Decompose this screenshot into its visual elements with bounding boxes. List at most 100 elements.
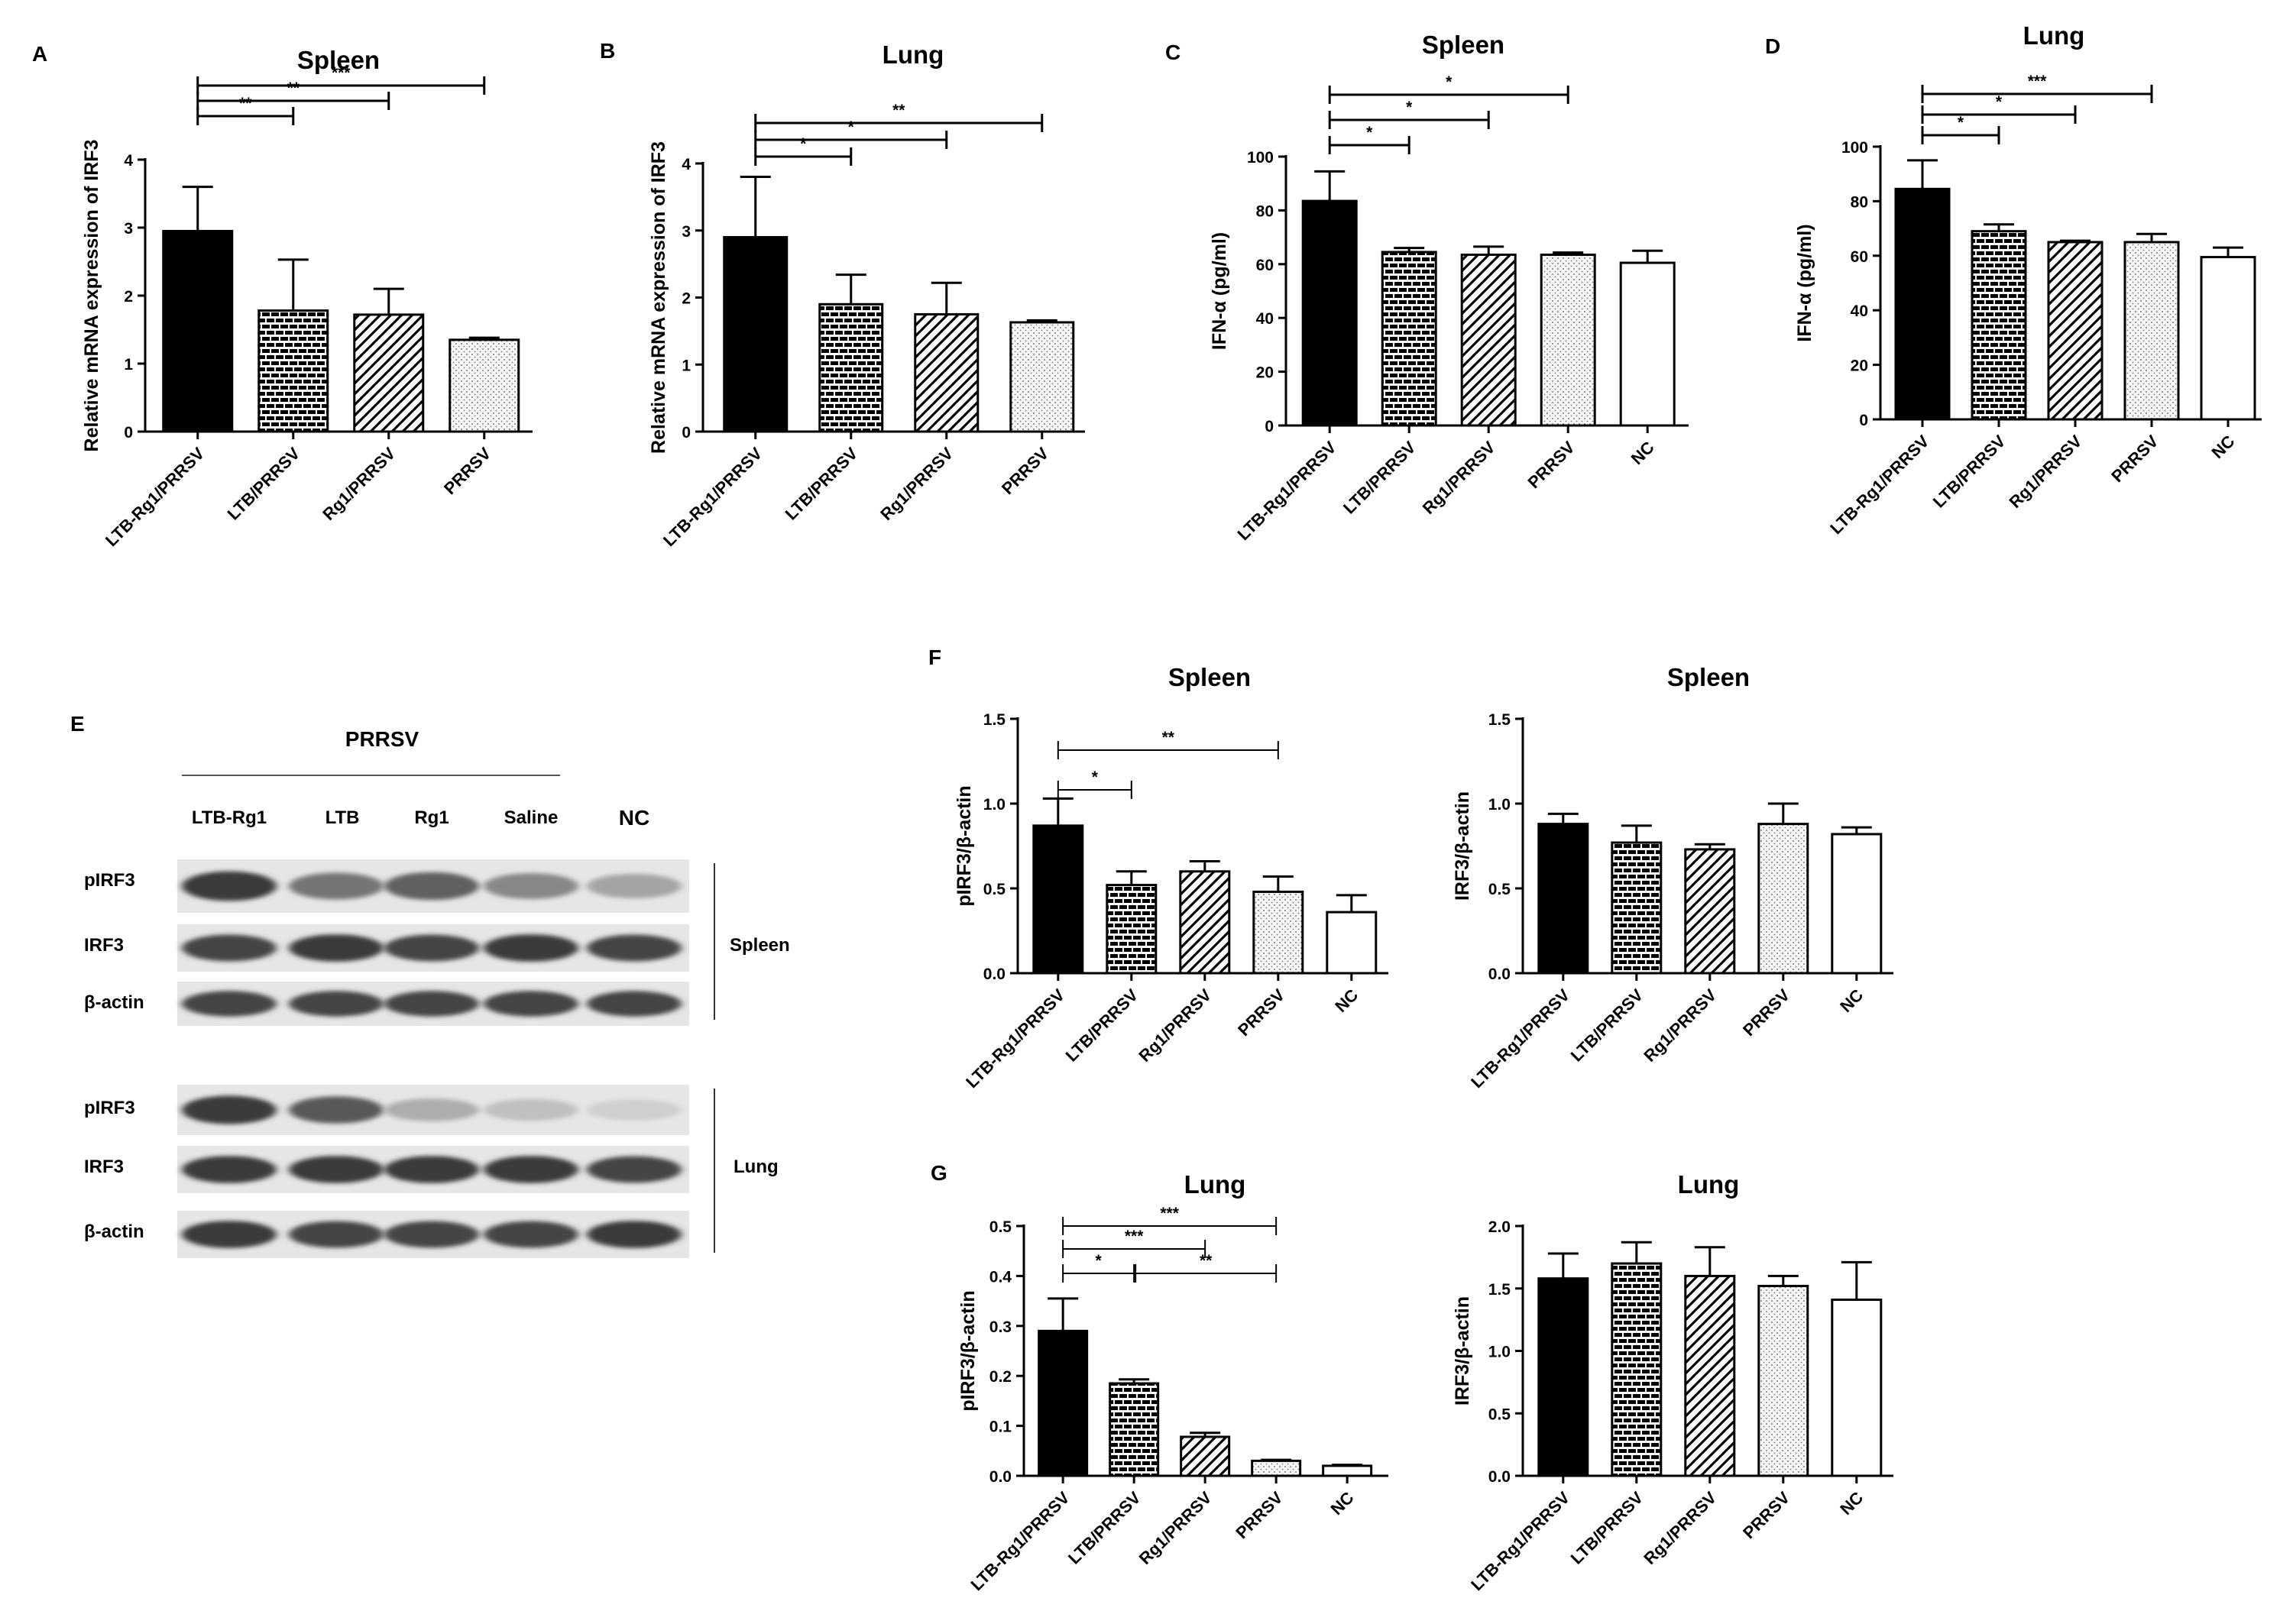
x-tick-label: NC: [1836, 985, 1867, 1016]
y-tick-label: 0: [124, 424, 133, 442]
panel-label-d: D: [1765, 34, 1780, 58]
blot-band: [484, 991, 578, 1017]
blot-band: [182, 934, 277, 962]
panel-label-g: G: [931, 1161, 947, 1185]
lane-label-nc: NC: [619, 806, 649, 830]
bar-ltb-prrsv: [1106, 884, 1158, 975]
panel-label-a: A: [32, 42, 47, 66]
y-tick-label: 0: [1265, 418, 1274, 435]
blot-band: [484, 1098, 578, 1121]
chart-f-spleen-pirf3: Spleen pIRF3/β-actin 0.0 0.5 1.0 1.5 LTB-Rg1/P…: [954, 663, 1388, 1092]
x-tick-label: LTB-Rg1/PRRSV: [967, 1488, 1073, 1594]
x-tick-label: LTB/PRRSV: [782, 444, 862, 524]
spleen-actin-strip: [177, 982, 689, 1026]
y-tick-label: 1.0: [983, 796, 1006, 814]
x-tick-label: LTB-Rg1/PRRSV: [1233, 438, 1339, 544]
spleen-pirf3-strip: [177, 859, 689, 913]
significance-label: ***: [1160, 1205, 1179, 1222]
bar-ltb-prrsv: [257, 309, 329, 433]
significance-label: *: [1958, 114, 1964, 131]
bar-ltb-prrsv: [1611, 1262, 1663, 1477]
y-axis-label: pIRF3/β-actin: [954, 785, 975, 906]
y-axis-label: Relative mRNA expression of IRF3: [648, 141, 669, 454]
bar-ltb-prrsv: [1381, 251, 1437, 427]
blot-band: [587, 1156, 682, 1183]
x-tick-label: LTB-Rg1/PRRSV: [102, 444, 208, 550]
x-tick-label: PRRSV: [1232, 1488, 1287, 1543]
lung-irf3-strip: [177, 1146, 689, 1193]
blot-band: [182, 1156, 277, 1183]
blot-band: [484, 934, 578, 962]
bar-rg1-prrsv: [2047, 241, 2104, 421]
y-tick-label: 0: [1859, 412, 1868, 429]
bar-ltb-prrsv: [1109, 1382, 1160, 1477]
y-axis-label: pIRF3/β-actin: [957, 1290, 979, 1411]
bar-ltb-rg1-prrsv: [1301, 199, 1358, 427]
x-tick-label: NC: [1327, 1488, 1358, 1519]
y-tick-label: 2.0: [1488, 1218, 1511, 1236]
y-tick-label: 2: [124, 288, 133, 306]
y-tick-label: 80: [1851, 193, 1868, 211]
x-tick-label: NC: [1627, 438, 1658, 468]
chart-title: Spleen: [1168, 663, 1251, 691]
bar-ltb-rg1-prrsv: [162, 229, 234, 433]
chart-g-lung-pirf3: Lung pIRF3/β-actin 0.0 0.1 0.2 0.3 0.4 0.5 LTB-R…: [957, 1170, 1388, 1594]
western-blot-panel: PRRSV LTB-Rg1 LTB Rg1 Saline NC pIRF3 IR…: [84, 727, 790, 1258]
lung-pirf3-strip: [177, 1085, 689, 1135]
y-tick-label: 0.1: [989, 1419, 1012, 1436]
blot-band: [587, 1221, 682, 1248]
y-tick-label: 0.0: [989, 1468, 1012, 1486]
chart-title: Lung: [883, 40, 944, 69]
blot-band: [384, 991, 479, 1017]
x-tick-label: LTB-Rg1/PRRSV: [1467, 1488, 1573, 1594]
y-tick-label: 0.5: [989, 1218, 1012, 1236]
chart-title: Lung: [1678, 1170, 1740, 1199]
blot-band: [289, 991, 384, 1017]
bar-prrsv: [1757, 1284, 1809, 1477]
y-tick-label: 0.5: [1488, 1406, 1511, 1423]
x-tick-label: LTB/PRRSV: [1339, 438, 1420, 518]
lung-row-label-pirf3: pIRF3: [84, 1098, 135, 1118]
y-tick-label: 0.0: [1488, 1468, 1511, 1486]
bar-rg1-prrsv: [1179, 870, 1231, 975]
bar-nc: [2200, 256, 2256, 421]
y-axis-label: Relative mRNA expression of IRF3: [81, 140, 102, 452]
y-axis-label: IRF3/β-actin: [1452, 1296, 1473, 1406]
x-tick-label: LTB/PRRSV: [1064, 1488, 1145, 1568]
y-tick-label: 40: [1256, 310, 1274, 328]
bar-ltb-rg1-prrsv: [1032, 824, 1084, 975]
x-tick-label: PRRSV: [1234, 985, 1289, 1040]
significance-label: *: [1996, 93, 2003, 111]
blot-band: [587, 873, 682, 899]
lane-label-saline: Saline: [504, 807, 559, 828]
x-tick-label: PRRSV: [1739, 985, 1794, 1040]
lane-label-ltb: LTB: [325, 807, 360, 828]
blot-band: [384, 872, 479, 901]
bar-nc: [1322, 1464, 1373, 1477]
blot-band: [289, 872, 384, 900]
spleen-irf3-strip: [177, 924, 689, 972]
y-tick-label: 100: [1841, 139, 1868, 157]
y-tick-label: 80: [1256, 202, 1274, 220]
chart-c-spleen-ifn-alpha: Spleen IFN-α (pg/ml) 0 20 40 60 80 100 LTB-Rg1/P…: [1209, 31, 1689, 544]
chart-b-lung-irf3-mrna: Lung Relative mRNA expression of IRF3 0 1 2 3…: [648, 40, 1085, 550]
y-tick-label: 0.0: [1488, 966, 1511, 983]
x-tick-label: Rg1/PRRSV: [1640, 985, 1720, 1066]
bar-nc: [1619, 261, 1676, 427]
blot-band: [384, 1221, 479, 1248]
significance-label: *: [1092, 768, 1099, 786]
significance-label: *: [1406, 99, 1413, 116]
significance-label: ***: [2028, 73, 2047, 90]
y-tick-label: 0.3: [989, 1318, 1012, 1336]
blot-group-label: PRRSV: [345, 727, 419, 751]
blot-band: [484, 873, 578, 899]
y-tick-label: 4: [682, 156, 691, 173]
bar-ltb-rg1-prrsv: [1038, 1329, 1089, 1477]
blot-band: [587, 991, 682, 1017]
bar-ltb-rg1-prrsv: [723, 236, 789, 433]
blot-band: [484, 1221, 578, 1248]
significance-label: *: [1366, 124, 1373, 141]
y-tick-label: 1.5: [1488, 711, 1511, 729]
bar-ltb-prrsv: [1611, 841, 1663, 975]
x-tick-label: Rg1/PRRSV: [1135, 1488, 1216, 1568]
